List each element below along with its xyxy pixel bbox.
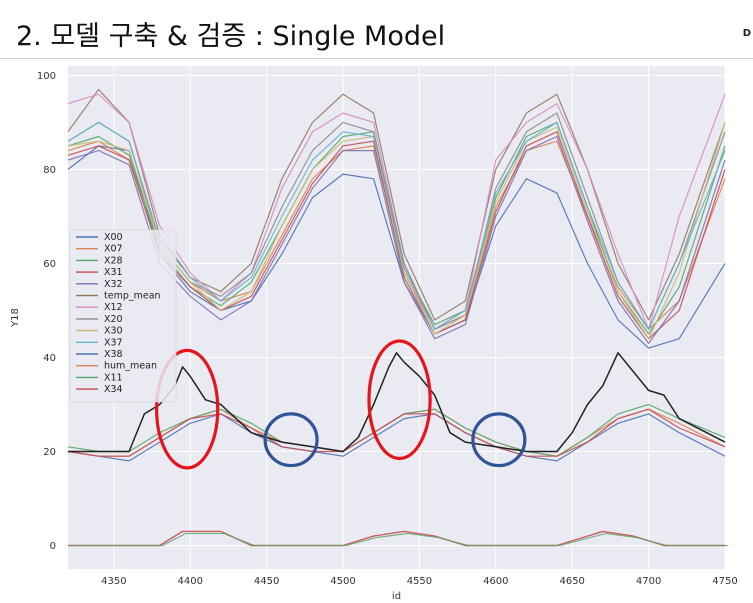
y-tick-label: 20 bbox=[43, 447, 56, 458]
corner-mark: D bbox=[742, 28, 751, 39]
legend-entry: X37 bbox=[104, 337, 123, 348]
x-tick-label: 4750 bbox=[712, 576, 737, 587]
series-line-X38 bbox=[67, 413, 726, 462]
legend-entry: X30 bbox=[104, 326, 123, 337]
line-chart: 4350 4400 4450 4500 4550 4600 4650 4700 4750 0 20 4… bbox=[10, 66, 738, 602]
legend-entry: temp_mean bbox=[104, 291, 161, 302]
title-divider bbox=[0, 58, 753, 59]
legend-entry: X11 bbox=[104, 372, 123, 383]
slide-title: 2. 모델 구축 & 검증 : Single Model bbox=[16, 21, 446, 52]
x-axis-label: id bbox=[392, 591, 401, 602]
series-line-Y18 bbox=[68, 352, 726, 453]
legend-entry: hum_mean bbox=[104, 361, 157, 372]
y-tick-label: 100 bbox=[37, 71, 56, 82]
series-line-precip bbox=[68, 530, 725, 547]
x-tick-label: 4600 bbox=[483, 576, 508, 587]
legend[interactable]: X00X07X28X31X32temp_meanX12X20X30X37X38h… bbox=[69, 229, 177, 403]
legend-entry: X34 bbox=[104, 384, 123, 395]
y-tick-label: 60 bbox=[43, 259, 56, 270]
series-line-precip-b bbox=[71, 532, 729, 547]
legend-entry: X12 bbox=[104, 302, 123, 313]
y-tick-label: 40 bbox=[43, 353, 56, 364]
x-tick-label: 4650 bbox=[559, 576, 584, 587]
legend-entry: X00 bbox=[104, 232, 123, 243]
legend-box bbox=[69, 229, 177, 403]
annotation-layer bbox=[155, 339, 527, 470]
legend-entry: X32 bbox=[104, 279, 123, 290]
red-circle-annotation bbox=[367, 339, 432, 461]
x-tick-label: 4700 bbox=[636, 576, 661, 587]
red-circle-annotation bbox=[155, 348, 220, 470]
y-tick-label: 0 bbox=[50, 541, 56, 552]
legend-entry: X31 bbox=[104, 267, 123, 278]
legend-entry: X20 bbox=[104, 314, 123, 325]
y-axis-label: Y18 bbox=[10, 308, 21, 328]
grid-lines bbox=[68, 66, 726, 569]
x-tick-label: 4450 bbox=[254, 576, 279, 587]
x-tick-label: 4500 bbox=[330, 576, 355, 587]
x-tick-label: 4400 bbox=[178, 576, 203, 587]
series-line-X34 bbox=[67, 408, 726, 457]
tick-labels: 4350 4400 4450 4500 4550 4600 4650 4700 4750 0 20 4… bbox=[37, 71, 738, 587]
blue-ellipse-annotation bbox=[471, 412, 527, 468]
legend-entry: X07 bbox=[104, 244, 123, 255]
y-tick-label: 80 bbox=[43, 165, 56, 176]
blue-ellipse-annotation bbox=[263, 412, 319, 468]
legend-entry: X28 bbox=[104, 255, 123, 266]
x-tick-label: 4350 bbox=[101, 576, 126, 587]
legend-entry: X38 bbox=[104, 349, 123, 360]
x-tick-label: 4550 bbox=[407, 576, 432, 587]
plot-background bbox=[68, 66, 725, 569]
